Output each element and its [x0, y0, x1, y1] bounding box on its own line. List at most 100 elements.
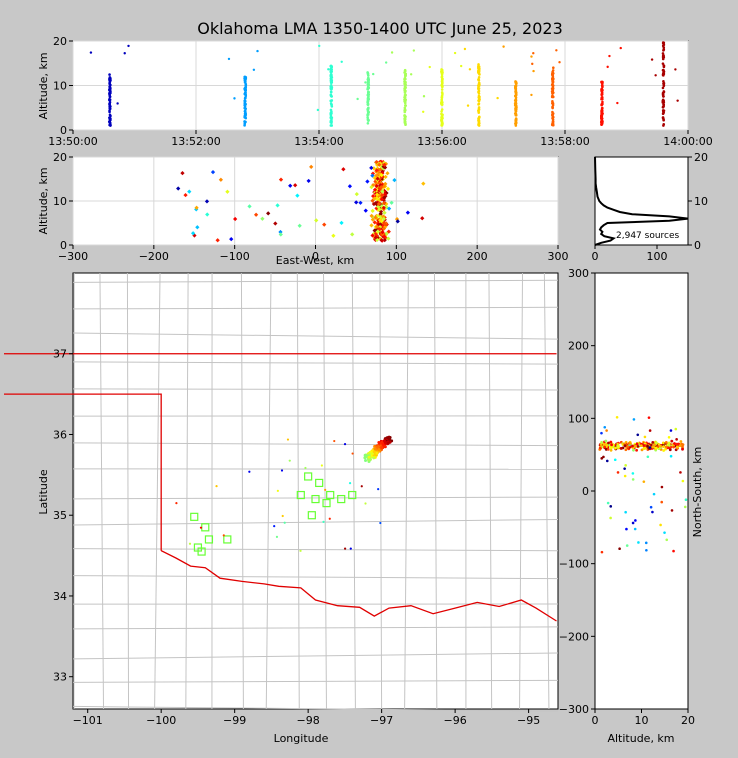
time-altitude-point [329, 108, 333, 112]
east-west-point [372, 187, 378, 192]
east-west-point [369, 213, 374, 218]
time-altitude-point [477, 90, 480, 94]
altitude-ns-point [651, 440, 655, 444]
altitude-ns-point [616, 471, 620, 474]
time-altitude-point [367, 80, 370, 84]
time-altitude-point [661, 68, 665, 72]
altitude-ns-point [609, 516, 612, 520]
time-altitude-point [403, 98, 406, 101]
plan-view-point [281, 514, 284, 518]
time-altitude-point [551, 110, 554, 114]
county-line [379, 272, 383, 710]
county-line [404, 272, 409, 710]
time-altitude-point [329, 83, 333, 87]
plan-view-point [320, 464, 323, 467]
altitude-ns-point [654, 446, 658, 450]
time-altitude-point [366, 100, 369, 104]
altitude-ns-point [615, 416, 619, 419]
time-altitude-point [403, 120, 407, 124]
lma-station-marker [337, 494, 346, 504]
time-altitude-point [409, 73, 413, 76]
time-altitude-point [403, 110, 407, 114]
time-xtick-label: 13:58:00 [540, 135, 589, 148]
altitude-ns-point [684, 498, 688, 501]
time-altitude-point [477, 110, 481, 114]
east-west-point [183, 192, 188, 198]
altitude-ns-point [633, 527, 637, 531]
altitude-ns-point [645, 548, 648, 552]
altitude-ns-point [643, 447, 647, 450]
time-altitude-point [478, 115, 481, 119]
east-west-point [225, 189, 230, 194]
altitude-ns-point [674, 427, 678, 431]
time-altitude-point [514, 122, 518, 126]
plan-view-point [388, 438, 392, 442]
chart-title: Oklahoma LMA 1350-1400 UTC June 25, 2023 [197, 19, 563, 38]
histogram-alt-ytick-label: 10 [694, 195, 708, 208]
east-west-point [379, 238, 384, 243]
time-altitude-point [108, 121, 112, 125]
east-west-point [218, 177, 224, 182]
altitude-ns-point [609, 505, 613, 508]
east-west-point [195, 225, 200, 230]
time-altitude-point [243, 121, 247, 124]
altitude-ns-point [646, 455, 650, 459]
time-altitude-point [440, 85, 444, 89]
east-west-point [377, 162, 382, 167]
county-line [72, 575, 559, 580]
altitude-ns-point [603, 425, 607, 429]
time-altitude-point [329, 93, 333, 97]
time-altitude-point [661, 52, 665, 55]
plan-view-point [372, 456, 376, 460]
plan-view-point [273, 524, 276, 528]
county-line [323, 272, 327, 710]
altitude-ns-point [603, 445, 606, 449]
altitude-ns-point [661, 441, 665, 445]
altitude-ns-point [651, 510, 654, 514]
county-line [265, 272, 272, 710]
east-west-point [378, 214, 383, 220]
altitude-ns-point [616, 445, 620, 448]
lma-station-marker [326, 490, 335, 500]
plan-view-axes [72, 272, 559, 710]
altitude-xtick-label: 20 [681, 714, 695, 727]
east-west-point [322, 222, 327, 227]
east-west-point [392, 177, 397, 183]
time-altitude-point [404, 86, 407, 89]
time-altitude-point [440, 79, 444, 83]
time-altitude-point [390, 51, 394, 54]
time-altitude-point [244, 86, 247, 89]
altitude-ns-point [600, 457, 604, 460]
east-west-xtick-label: −100 [220, 250, 250, 263]
north-south-ytick-label: −100 [559, 558, 589, 571]
time-xtick-label: 13:56:00 [417, 135, 466, 148]
time-altitude-point [116, 102, 119, 105]
time-altitude-point [502, 45, 505, 48]
altitude-ns-point [673, 442, 676, 445]
time-altitude-point [440, 75, 444, 79]
altitude-ns-point [624, 448, 628, 452]
east-west-point [421, 181, 426, 186]
north-south-ytick-label: 0 [582, 485, 589, 498]
time-altitude-point [340, 60, 343, 63]
altitude-ns-point [624, 440, 628, 444]
plan-view-point [364, 459, 368, 463]
time-altitude-point [127, 44, 130, 48]
time-altitude-point [404, 123, 407, 127]
time-altitude-point [551, 103, 555, 107]
time-altitude-point [551, 86, 555, 90]
time-altitude-point [662, 118, 665, 122]
time-altitude-point [327, 68, 330, 71]
time-altitude-point [108, 110, 111, 114]
time-altitude-point [661, 86, 665, 90]
plan-view-point [348, 482, 352, 485]
altitude-xtick-label: 10 [635, 714, 649, 727]
east-west-point [373, 235, 378, 240]
east-west-point [293, 183, 298, 188]
plan-view-point [343, 443, 347, 446]
county-line [72, 388, 559, 391]
lma-station-marker [311, 494, 320, 504]
time-altitude-point [366, 118, 370, 122]
east-west-point [386, 236, 391, 241]
east-west-point [309, 164, 314, 170]
